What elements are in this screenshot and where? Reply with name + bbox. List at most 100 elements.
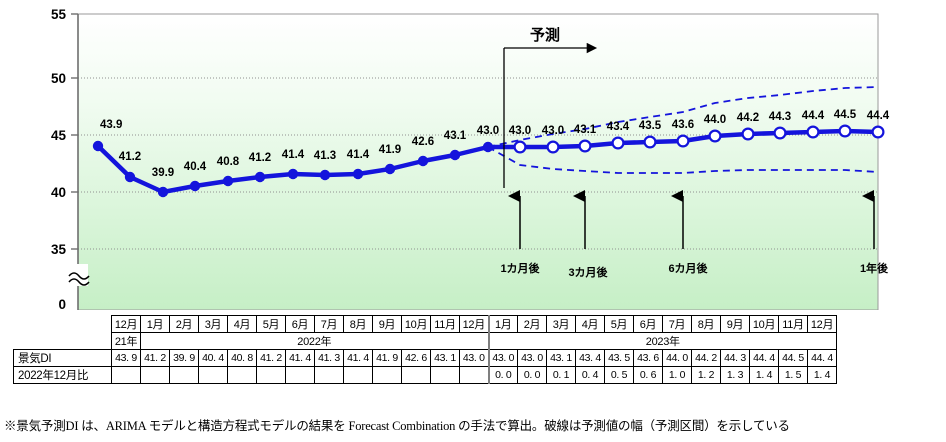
point-label-12: 43.0 — [477, 125, 499, 137]
diff-value-10 — [401, 366, 431, 384]
footnote: ※景気予測DI は、ARIMA モデルと構造方程式モデルの結果を Forecas… — [4, 419, 790, 433]
di-value-15: 43. 1 — [546, 349, 576, 367]
row-label-di: 景気DI — [13, 349, 112, 367]
point-label-20: 44.2 — [737, 112, 759, 124]
month-header-8: 8月 — [343, 315, 373, 333]
table-corner-blank — [14, 316, 112, 333]
diff-value-13: 0. 0 — [487, 366, 518, 384]
di-value-16: 43. 4 — [575, 349, 605, 367]
diff-value-19: 1. 0 — [662, 366, 692, 384]
diff-value-3 — [198, 366, 228, 384]
month-header-11: 11月 — [430, 315, 460, 333]
di-value-22: 44. 4 — [749, 349, 779, 367]
y-tick-45: 45 — [51, 128, 67, 143]
month-header-22: 10月 — [749, 315, 779, 333]
di-value-19: 44. 0 — [662, 349, 692, 367]
di-value-5: 41. 2 — [256, 349, 286, 367]
di-value-6: 41. 4 — [285, 349, 315, 367]
annotation-label-3month: 3カ月後 — [568, 265, 608, 279]
actual-data-points — [92, 140, 494, 198]
table-row-diff: 2022年12月比 0. 0 0. 0 0. 1 0. 4 0. 5 0. 6 1. 0 1.… — [13, 366, 837, 384]
forecast-data-points — [513, 124, 885, 154]
forecast-band-upper — [487, 86, 879, 148]
point-label-21: 44.3 — [769, 111, 791, 123]
horizon-annotations: 1カ月後 3カ月後 6カ月後 1年後 — [500, 190, 889, 279]
table-corner-blank-2 — [14, 333, 112, 350]
month-header-14: 2月 — [517, 315, 547, 333]
month-header-12: 12月 — [459, 315, 489, 333]
point-label-7: 41.3 — [314, 150, 336, 162]
year-header-2: 2023年 — [487, 332, 837, 350]
di-value-21: 44. 3 — [720, 349, 750, 367]
diff-value-0 — [111, 366, 141, 384]
annotation-label-1month: 1カ月後 — [500, 261, 540, 275]
annotation-label-1year: 1年後 — [860, 261, 889, 275]
y-tick-55: 55 — [51, 7, 67, 22]
month-header-10: 10月 — [401, 315, 431, 333]
month-header-15: 3月 — [546, 315, 576, 333]
point-label-24: 44.4 — [867, 110, 890, 122]
point-label-11: 43.1 — [444, 130, 467, 142]
diff-value-22: 1. 4 — [749, 366, 779, 384]
di-value-11: 43. 1 — [430, 349, 460, 367]
diff-value-16: 0. 4 — [575, 366, 605, 384]
diff-value-24: 1. 4 — [807, 366, 837, 384]
di-value-13: 43. 0 — [487, 349, 518, 367]
diff-value-7 — [314, 366, 344, 384]
month-header-20: 8月 — [691, 315, 721, 333]
point-label-5: 41.2 — [249, 152, 271, 164]
y-tick-40: 40 — [51, 185, 66, 200]
point-label-10: 42.6 — [412, 136, 434, 148]
point-label-23: 44.5 — [834, 109, 857, 121]
month-header-23: 11月 — [778, 315, 808, 333]
point-label-17: 43.5 — [639, 120, 662, 132]
diff-value-15: 0. 1 — [546, 366, 576, 384]
diff-value-17: 0. 5 — [604, 366, 634, 384]
month-header-6: 6月 — [285, 315, 315, 333]
forecast-label: 予測 — [530, 26, 560, 44]
diff-value-9 — [372, 366, 402, 384]
diff-value-20: 1. 2 — [691, 366, 721, 384]
year-header-0: 21年 — [111, 332, 141, 350]
di-value-8: 41. 4 — [343, 349, 373, 367]
annotation-label-6month: 6カ月後 — [668, 261, 708, 275]
di-value-0: 43. 9 — [111, 349, 141, 367]
point-label-15: 43.1 — [574, 124, 597, 136]
di-value-10: 42. 6 — [401, 349, 431, 367]
diff-value-5 — [256, 366, 286, 384]
point-label-4: 40.8 — [217, 156, 240, 168]
di-value-7: 41. 3 — [314, 349, 344, 367]
point-label-3: 40.4 — [184, 161, 207, 173]
month-header-24: 12月 — [807, 315, 837, 333]
row-label-diff: 2022年12月比 — [13, 366, 112, 384]
point-label-16: 43.4 — [607, 121, 630, 133]
di-value-12: 43. 0 — [459, 349, 489, 367]
chart-svg: 55 50 45 40 35 0 — [51, 7, 890, 310]
point-label-9: 41.9 — [379, 144, 401, 156]
plot-background — [77, 13, 879, 310]
di-value-18: 43. 6 — [633, 349, 663, 367]
forecast-band-lower — [487, 146, 879, 174]
point-label-18: 43.6 — [672, 119, 694, 131]
data-table: 12月 1月 2月 3月 4月 5月 6月 7月 8月 9月 10月 11月 12月 1月 2月 3月 4月 5月… — [13, 315, 837, 384]
month-header-21: 9月 — [720, 315, 750, 333]
di-value-20: 44. 2 — [691, 349, 721, 367]
month-header-1: 1月 — [140, 315, 170, 333]
month-header-4: 4月 — [227, 315, 257, 333]
y-tick-50: 50 — [51, 71, 66, 86]
month-header-17: 5月 — [604, 315, 634, 333]
point-label-13: 43.0 — [509, 125, 531, 137]
point-label-0: 43.9 — [100, 119, 122, 131]
month-header-19: 7月 — [662, 315, 692, 333]
point-label-8: 41.4 — [347, 149, 370, 161]
diff-value-18: 0. 6 — [633, 366, 663, 384]
diff-value-11 — [430, 366, 460, 384]
month-header-7: 7月 — [314, 315, 344, 333]
month-header-0: 12月 — [111, 315, 141, 333]
y-tick-zero: 0 — [58, 297, 66, 310]
year-header-1: 2022年 — [140, 332, 489, 350]
forecast-line-chart: 55 50 45 40 35 0 — [51, 7, 890, 310]
table-header-months: 12月 1月 2月 3月 4月 5月 6月 7月 8月 9月 10月 11月 12月 1月 2月 3月 4月 5月… — [14, 315, 837, 333]
point-value-labels: 43.9 41.2 39.9 40.4 40.8 41.2 41.4 41.3 … — [100, 109, 890, 179]
